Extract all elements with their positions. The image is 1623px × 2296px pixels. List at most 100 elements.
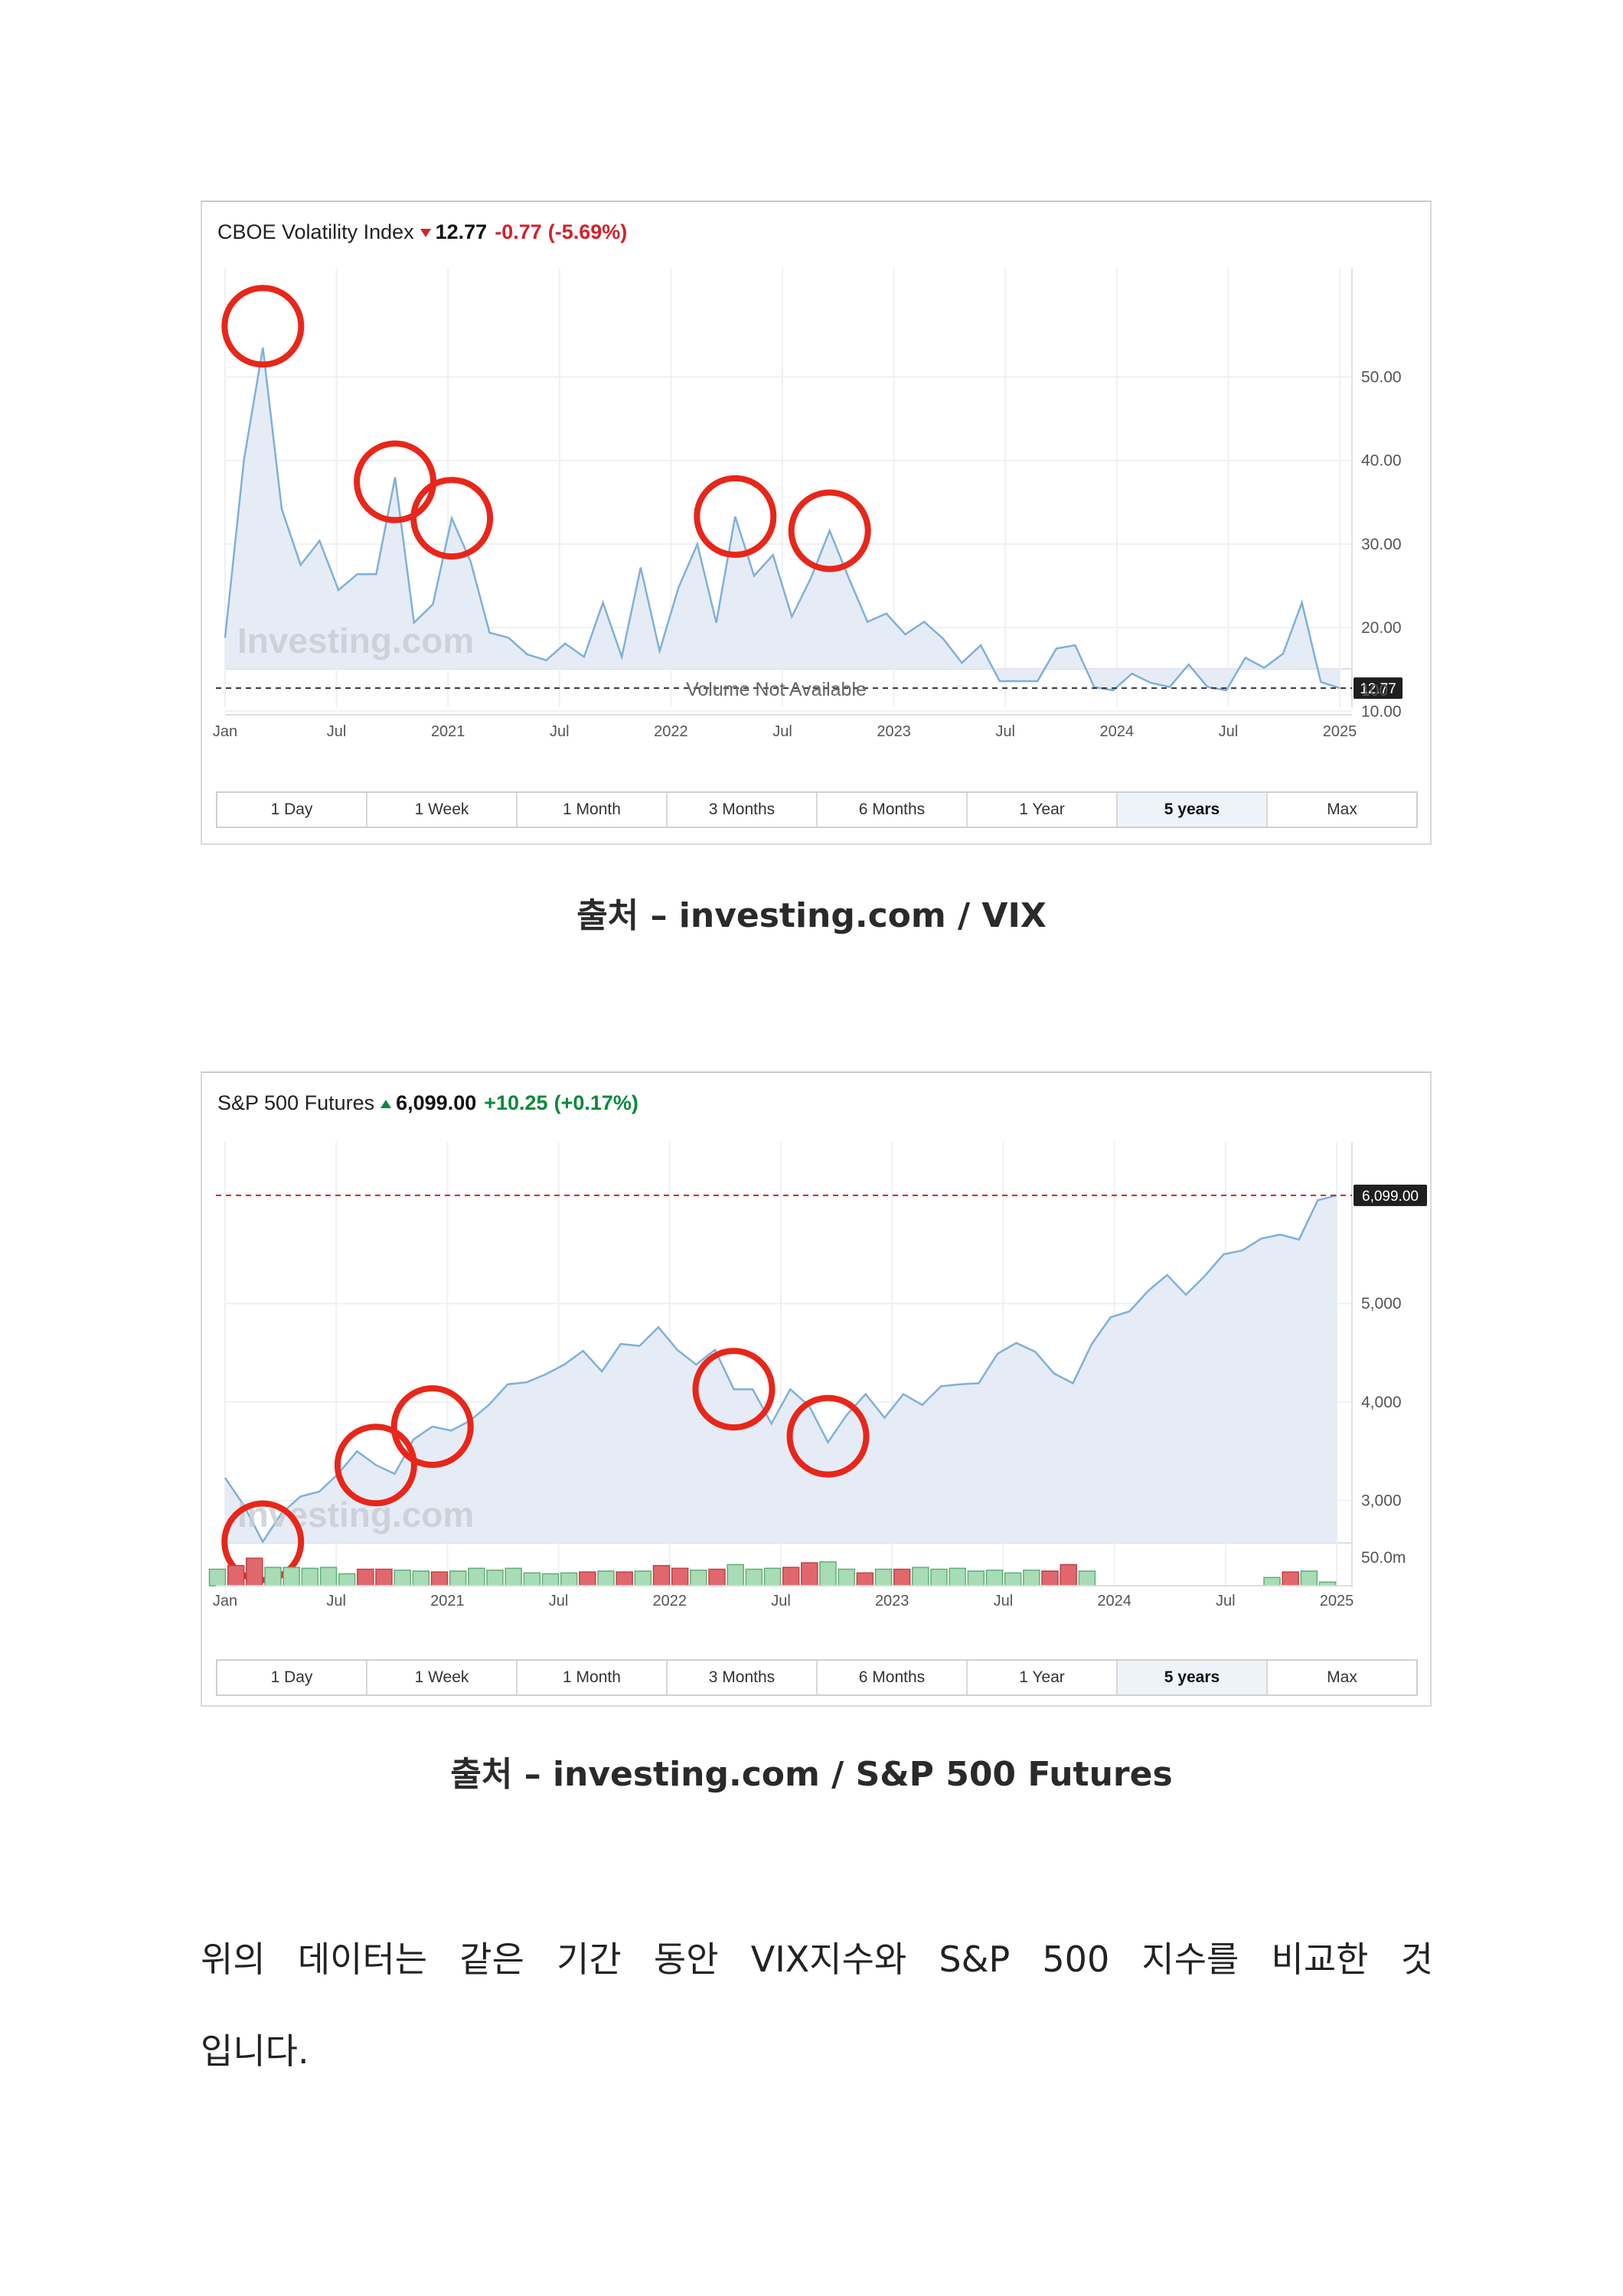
- volume-bar: [1041, 1570, 1059, 1587]
- volume-bar: [541, 1573, 560, 1587]
- x-tick-label: 2024: [1100, 723, 1135, 740]
- last-value-label: 12.77: [1360, 681, 1396, 697]
- x-tick-label: 2025: [1323, 723, 1357, 740]
- volume-bar: [634, 1570, 652, 1587]
- volume-bar: [579, 1571, 596, 1587]
- volume-bar: [560, 1572, 578, 1587]
- volume-bar: [1300, 1570, 1318, 1587]
- tab-1-week[interactable]: 1 Week: [367, 793, 518, 827]
- volume-bar: [801, 1562, 818, 1587]
- volume-bar: [1023, 1569, 1040, 1587]
- tab-5-years[interactable]: 5 years: [1118, 1661, 1268, 1694]
- volume-bar: [652, 1564, 671, 1587]
- volume-bar: [412, 1570, 430, 1587]
- volume-bar: [264, 1567, 282, 1587]
- vix-chart-card: CBOE Volatility Index 12.77 -0.77 (-5.69%) …: [201, 201, 1432, 845]
- vix-line-chart[interactable]: Jan Jul 2021 Jul 2022 Jul 2023 Jul 2024 Jul 202510…: [202, 202, 1430, 784]
- volume-bar: [1263, 1577, 1281, 1587]
- body-paragraph-line-1: 위의 데이터는 같은 기간 동안 VIX지수와 S&P 500 지수를 비교한 …: [201, 1939, 1433, 1980]
- last-value-badge: [1354, 677, 1403, 700]
- tab-5-years[interactable]: 5 years: [1118, 793, 1268, 827]
- y-tick-label: 40.00: [1361, 452, 1402, 470]
- volume-bar: [838, 1568, 855, 1587]
- tab-6-months[interactable]: 6 Months: [818, 793, 968, 827]
- price-change-percent: (-5.69%): [547, 220, 628, 243]
- volume-bar: [208, 1568, 227, 1587]
- volume-bar: [394, 1569, 411, 1587]
- spx-quote-header: S&P 500 Futures 6,099.00 +10.25 (+0.17%): [217, 1091, 638, 1115]
- price-change: +10.25: [484, 1091, 548, 1114]
- volume-bar: [690, 1569, 707, 1587]
- y-tick-label: 5,000: [1361, 1295, 1402, 1313]
- tab-3-months[interactable]: 3 Months: [668, 793, 818, 827]
- highlight-circle: [390, 1385, 474, 1469]
- highlight-circle: [334, 1424, 417, 1507]
- x-tick-label: Jul: [549, 1593, 569, 1609]
- y-tick-label: 30.00: [1361, 536, 1402, 553]
- y-tick-label: 3,000: [1361, 1492, 1402, 1510]
- tab-max[interactable]: Max: [1327, 801, 1357, 818]
- spx-line-chart[interactable]: Jan Jul 2021 Jul 2022 Jul 2023 Jul 2024 Jul 2025 3,…: [202, 1073, 1430, 1655]
- y-tick-label: 50.00: [1361, 369, 1402, 386]
- x-tick-label: Jan: [213, 723, 237, 740]
- x-tick-label: 2023: [875, 1593, 909, 1609]
- time-range-tabs: 1 Day 1 Week 1 Month 3 Months 6 Months 1…: [216, 1659, 1418, 1696]
- x-tick-label: Jul: [550, 723, 570, 740]
- volume-bar: [1078, 1570, 1096, 1587]
- spx-chart-card: S&P 500 Futures 6,099.00 +10.25 (+0.17%) Ja…: [201, 1071, 1432, 1707]
- instrument-name: CBOE Volatility Index: [217, 220, 414, 243]
- tab-1-month[interactable]: 1 Month: [518, 793, 668, 827]
- volume-bar: [782, 1567, 800, 1587]
- tab-max[interactable]: Max: [1327, 1668, 1357, 1686]
- x-tick-label: Jul: [772, 723, 792, 740]
- volume-bar: [616, 1571, 633, 1587]
- tab-1-year[interactable]: 1 Year: [968, 1661, 1118, 1694]
- highlight-circle: [221, 285, 305, 368]
- down-arrow-icon: [420, 229, 431, 238]
- volume-bar: [874, 1568, 893, 1587]
- x-tick-label: Jul: [771, 1593, 791, 1609]
- last-value-label: 6,099.00: [1362, 1189, 1419, 1205]
- series-line: [224, 347, 1341, 692]
- volume-bar: [985, 1569, 1004, 1587]
- volume-bar: [967, 1570, 985, 1587]
- x-tick-label: 2022: [654, 723, 688, 740]
- volume-bar: [338, 1573, 356, 1587]
- volume-bar: [671, 1567, 689, 1587]
- x-tick-label: Jul: [995, 723, 1015, 740]
- tab-1-day[interactable]: 1 Day: [217, 793, 367, 827]
- volume-bar: [597, 1570, 615, 1587]
- volume-bar: [1282, 1571, 1299, 1587]
- volume-bar: [282, 1567, 300, 1587]
- x-tick-label: Jul: [994, 1593, 1014, 1609]
- x-tick-label: Jan: [213, 1593, 237, 1609]
- volume-bar: [856, 1572, 874, 1587]
- instrument-name: S&P 500 Futures: [217, 1091, 375, 1114]
- volume-bar: [486, 1569, 504, 1587]
- volume-bar: [745, 1568, 763, 1587]
- x-tick-label: 2022: [653, 1593, 687, 1609]
- volume-axis-label: 100: [1361, 682, 1388, 700]
- tab-1-week[interactable]: 1 Week: [367, 1661, 518, 1694]
- x-tick-label: 2024: [1097, 1593, 1132, 1609]
- volume-bar: [505, 1567, 522, 1587]
- x-tick-label: Jul: [327, 723, 347, 740]
- investing-watermark-logo: Investing.com: [237, 621, 474, 660]
- volume-bar: [727, 1564, 744, 1587]
- tab-3-months[interactable]: 3 Months: [668, 1661, 818, 1694]
- volume-bar: [357, 1568, 374, 1587]
- tab-1-month[interactable]: 1 Month: [518, 1661, 668, 1694]
- volume-bar: [949, 1567, 966, 1587]
- volume-bar: [893, 1568, 911, 1587]
- tab-1-day[interactable]: 1 Day: [217, 1661, 367, 1694]
- investing-watermark-logo: Investing.com: [237, 1495, 474, 1534]
- x-tick-label: 2023: [877, 723, 911, 740]
- tab-6-months[interactable]: 6 Months: [818, 1661, 968, 1694]
- body-paragraph-line-2: 입니다.: [201, 2030, 309, 2072]
- highlight-circle: [692, 1348, 776, 1431]
- tab-1-year[interactable]: 1 Year: [968, 793, 1118, 827]
- price-change: -0.77: [495, 220, 542, 243]
- highlight-circle: [786, 1394, 870, 1478]
- volume-bar: [301, 1567, 319, 1587]
- volume-bar: [930, 1568, 948, 1587]
